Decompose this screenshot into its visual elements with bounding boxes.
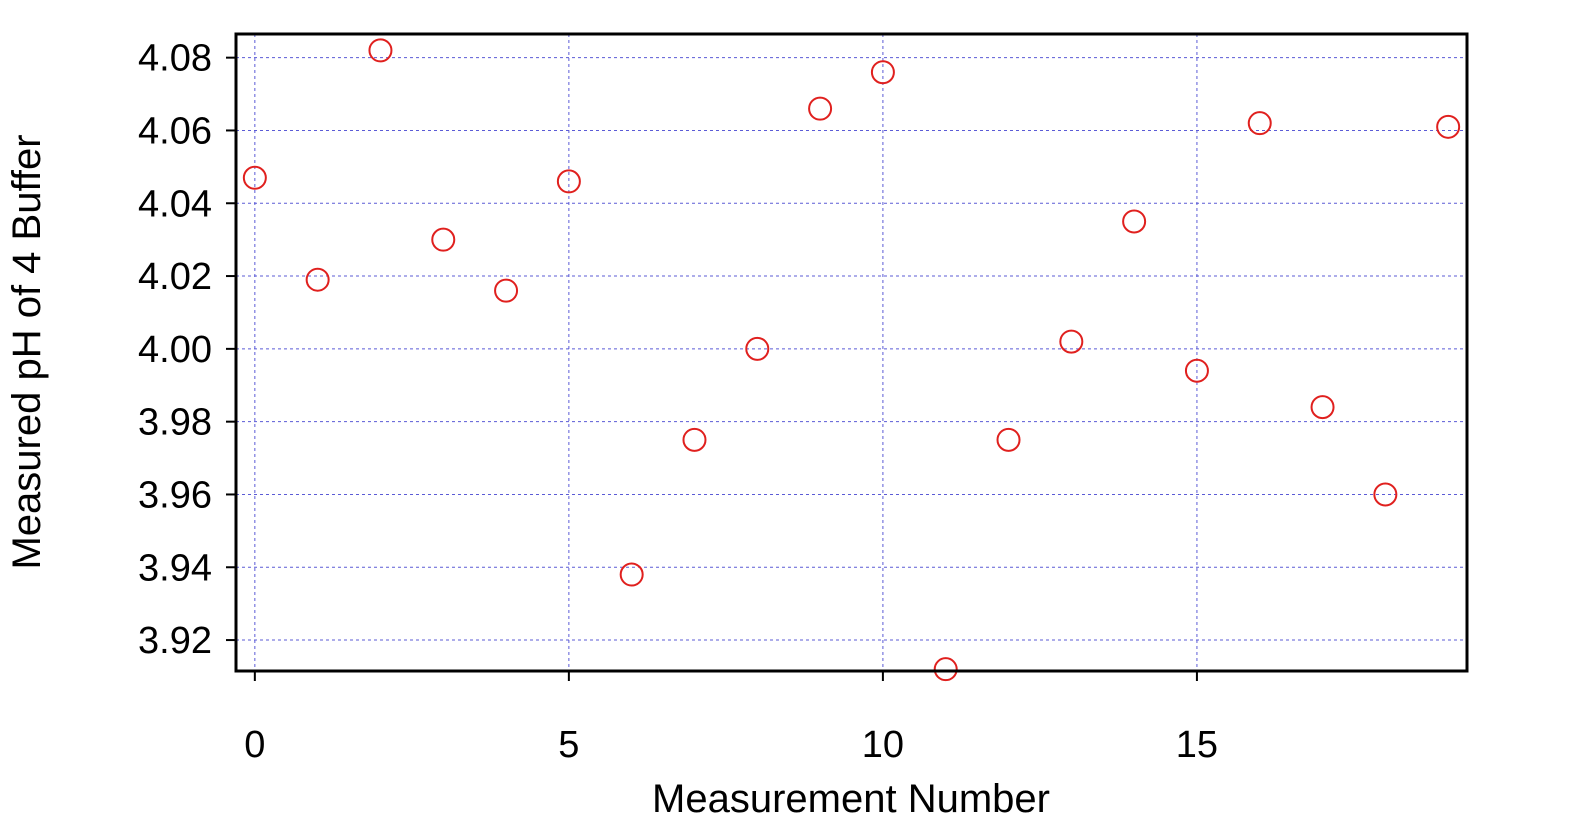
data-point: [808, 96, 833, 121]
data-point: [933, 657, 958, 682]
data-points: [242, 38, 1461, 682]
y-tick-label: 4.02: [138, 256, 212, 298]
grid-lines: [236, 34, 1467, 671]
y-tick-label: 4.06: [138, 110, 212, 152]
data-point: [1247, 111, 1272, 136]
y-tick-label: 4.08: [138, 38, 212, 80]
data-point: [870, 60, 895, 85]
data-point: [431, 227, 456, 252]
data-point: [1059, 329, 1084, 354]
data-point: [556, 169, 581, 194]
x-tick-label: 15: [1176, 724, 1218, 766]
data-point: [996, 427, 1021, 452]
axis-ticks: [226, 56, 1198, 681]
y-tick-label: 3.92: [138, 620, 212, 662]
data-point: [1373, 482, 1398, 507]
y-tick-label: 4.00: [138, 329, 212, 371]
data-point: [242, 165, 267, 190]
data-point: [682, 427, 707, 452]
x-tick-label: 10: [862, 724, 904, 766]
x-tick-labels: 0 5 10 15: [244, 724, 1218, 766]
data-point: [305, 267, 330, 292]
y-tick-label: 3.96: [138, 474, 212, 516]
y-tick-label: 4.04: [138, 183, 212, 225]
y-tick-label: 3.98: [138, 402, 212, 444]
y-tick-label: 3.94: [138, 547, 212, 589]
x-tick-label: 0: [244, 724, 265, 766]
y-tick-labels: 3.92 3.94 3.96 3.98 4.00 4.02 4.04 4.06 4.08: [138, 38, 212, 662]
data-point: [494, 278, 519, 303]
data-point: [745, 336, 770, 361]
plot-frame: [234, 32, 1469, 673]
y-axis-title: Measured pH of 4 Buffer: [5, 134, 49, 569]
x-axis-title: Measurement Number: [652, 777, 1050, 821]
data-point: [1436, 114, 1461, 139]
data-point: [1122, 209, 1147, 234]
data-point: [1310, 395, 1335, 420]
data-point: [1184, 358, 1209, 383]
data-point: [619, 562, 644, 587]
data-point: [368, 38, 393, 63]
x-tick-label: 5: [558, 724, 579, 766]
